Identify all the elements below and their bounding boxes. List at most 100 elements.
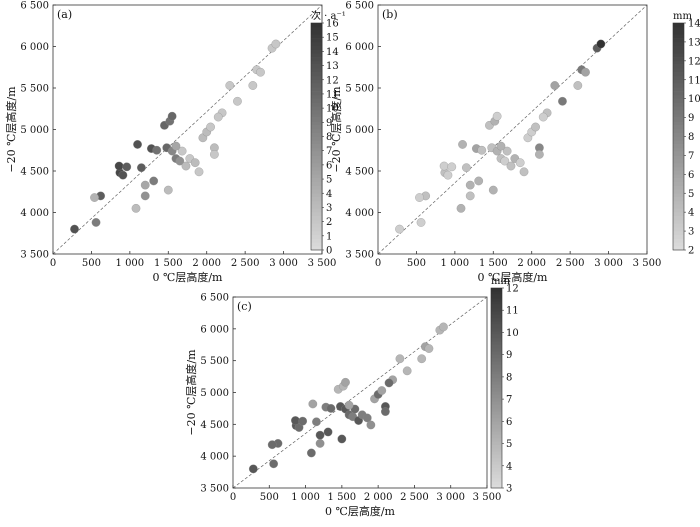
colorbar-tick-label: 7	[688, 151, 694, 162]
colorbar-segment	[673, 238, 684, 243]
colorbar-segment	[673, 26, 684, 31]
colorbar-segment	[491, 348, 502, 352]
x-tick-label: 500	[260, 492, 279, 503]
data-point	[308, 399, 318, 409]
x-tick-label: 1 500	[479, 258, 508, 269]
data-point	[550, 81, 560, 90]
colorbar-segment	[491, 424, 502, 429]
colorbar-segment	[311, 204, 322, 209]
colorbar-tick-label: 14	[326, 47, 339, 58]
colorbar-segment	[491, 314, 502, 319]
colorbar-segment	[311, 23, 322, 28]
colorbar-tick-label: 12	[326, 75, 339, 86]
colorbar-segment	[491, 324, 502, 329]
colorbar-title: min	[491, 276, 511, 287]
data-point	[323, 427, 333, 437]
data-point	[416, 218, 426, 227]
data-point	[118, 170, 128, 180]
data-point	[515, 158, 525, 168]
colorbar-segment	[491, 411, 502, 415]
colorbar-segment	[311, 34, 322, 39]
colorbar-segment	[673, 113, 684, 118]
colorbar-segment	[311, 102, 322, 107]
colorbar-segment	[673, 197, 684, 202]
data-point	[596, 39, 606, 49]
colorbar-segment	[673, 144, 684, 149]
colorbar-segment	[491, 364, 502, 369]
data-point	[167, 111, 177, 121]
data-point	[341, 377, 350, 387]
colorbar-tick-label: 6	[506, 417, 512, 428]
colorbar-segment	[491, 334, 502, 339]
data-point	[248, 81, 258, 90]
colorbar-segment	[673, 178, 684, 183]
colorbar-tick-label: 10	[326, 104, 339, 115]
data-point	[417, 354, 427, 364]
colorbar-segment	[491, 461, 502, 465]
colorbar-segment	[673, 79, 684, 84]
colorbar-tick-label: 2	[688, 246, 694, 257]
colorbar-segment	[491, 484, 502, 489]
colorbar-segment	[673, 170, 684, 175]
colorbar-segment	[311, 75, 322, 81]
colorbar-segment	[673, 185, 684, 190]
colorbar-segment	[311, 87, 322, 92]
y-tick-label: 4 000	[20, 208, 49, 219]
colorbar-segment	[311, 246, 322, 251]
colorbar-segment	[311, 72, 322, 77]
colorbar-segment	[673, 87, 684, 92]
colorbar-segment	[673, 140, 684, 145]
colorbar-segment	[673, 155, 684, 160]
colorbar-segment	[491, 404, 502, 409]
colorbar-segment	[311, 189, 322, 194]
colorbar-segment	[491, 438, 502, 442]
colorbar-tick-label: 0	[326, 246, 332, 257]
colorbar-segment	[311, 151, 322, 156]
colorbar-segment	[491, 454, 502, 459]
data-point	[488, 185, 498, 195]
data-point	[465, 191, 475, 201]
colorbar-tick-label: 9	[506, 350, 512, 361]
colorbar-segment	[673, 189, 684, 194]
y-tick-label: 4 000	[345, 208, 374, 219]
x-tick-label: 0	[375, 258, 381, 269]
colorbar-segment	[673, 30, 684, 35]
colorbar-segment	[491, 288, 502, 292]
colorbar-segment	[491, 481, 502, 485]
colorbar-segment	[673, 151, 684, 156]
colorbar-tick-label: 3	[506, 484, 512, 495]
colorbar-tick-label: 10	[506, 328, 519, 339]
colorbar-segment	[491, 341, 502, 345]
data-point	[298, 416, 308, 426]
colorbar-segment	[311, 200, 322, 205]
data-point	[114, 161, 124, 171]
colorbar-segment	[311, 94, 322, 99]
colorbar-segment	[311, 144, 322, 149]
colorbar-segment	[673, 166, 684, 171]
data-point	[384, 378, 394, 388]
colorbar-tick-label: 3	[326, 203, 332, 214]
x-tick-label: 1 500	[154, 258, 183, 269]
x-tick-label: 3 500	[473, 492, 502, 503]
x-tick-label: 1 500	[328, 492, 357, 503]
y-tick-label: 5 000	[200, 388, 229, 399]
y-tick-label: 5 000	[20, 125, 49, 136]
colorbar-segment	[491, 441, 502, 445]
data-point	[439, 322, 448, 332]
colorbar-segment	[673, 23, 684, 28]
colorbar-tick-label: 9	[326, 118, 332, 129]
colorbar-segment	[673, 132, 684, 137]
data-point	[175, 156, 185, 166]
colorbar-segment	[673, 200, 684, 205]
colorbar-tick-label: 8	[506, 372, 512, 383]
data-point	[366, 420, 376, 430]
data-point	[140, 191, 150, 201]
data-point	[558, 96, 567, 106]
colorbar-tick-label: 11	[506, 306, 519, 317]
data-point	[531, 122, 540, 132]
reference-line	[232, 296, 488, 489]
colorbar-tick-label: 15	[326, 33, 339, 44]
colorbar-segment	[491, 318, 502, 322]
y-tick-label: 6 000	[345, 42, 374, 53]
